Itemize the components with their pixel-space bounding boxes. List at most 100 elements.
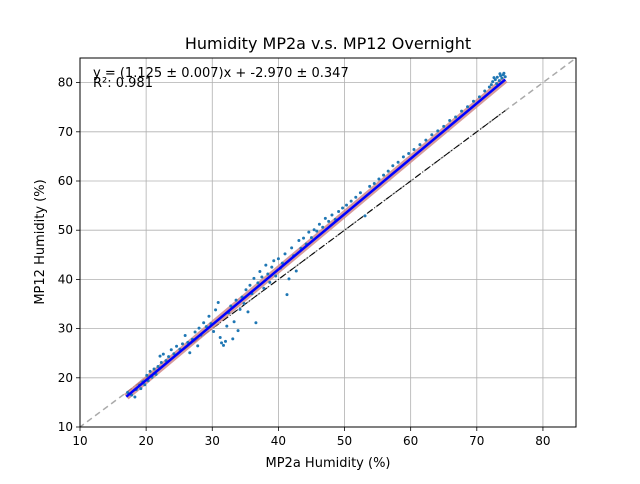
scatter-point xyxy=(214,308,218,312)
scatter-point xyxy=(503,75,507,79)
scatter-point xyxy=(272,259,276,263)
scatter-point xyxy=(418,143,422,147)
scatter-point xyxy=(156,364,160,368)
chart-title: Humidity MP2a v.s. MP12 Overnight xyxy=(185,34,471,53)
identity-line xyxy=(80,58,576,427)
scatter-point xyxy=(491,80,495,84)
x-tick-label: 30 xyxy=(205,434,220,448)
scatter-point xyxy=(377,177,381,181)
scatter-point xyxy=(495,82,499,86)
scatter-point xyxy=(285,293,289,297)
scatter-point xyxy=(193,330,197,334)
scatter-point xyxy=(181,342,185,346)
scatter-point xyxy=(358,191,362,195)
scatter-point xyxy=(218,335,222,339)
scatter-point xyxy=(309,236,313,240)
scatter-point xyxy=(225,324,229,328)
scatter-point xyxy=(220,341,224,345)
scatter-point xyxy=(283,252,287,256)
scatter-point xyxy=(382,173,386,177)
scatter-point xyxy=(448,118,452,122)
scatter-point xyxy=(204,325,208,329)
x-axis-label: MP2a Humidity (%) xyxy=(266,456,391,471)
plot-frame xyxy=(79,57,577,428)
scatter-point xyxy=(363,214,367,218)
scatter-point xyxy=(349,199,353,203)
scatter-point xyxy=(167,355,171,359)
scatter-point xyxy=(207,314,211,318)
scatter-point xyxy=(436,129,440,133)
scatter-point xyxy=(202,321,206,325)
scatter-point xyxy=(307,230,311,234)
y-tick-label: 50 xyxy=(58,223,73,237)
scatter-point xyxy=(321,225,325,229)
scatter-point xyxy=(274,274,278,278)
data-layer xyxy=(80,58,576,427)
scatter-point xyxy=(161,352,165,356)
x-tick-label: 80 xyxy=(535,434,550,448)
scatter-point xyxy=(502,71,506,75)
y-tick-label: 30 xyxy=(58,322,73,336)
scatter-point xyxy=(477,95,481,99)
scatter-point xyxy=(268,280,272,284)
scatter-point xyxy=(252,276,256,280)
scatter-point xyxy=(396,160,400,164)
scatter-point xyxy=(223,339,227,343)
scatter-point xyxy=(386,169,390,173)
y-tick-label: 60 xyxy=(58,174,73,188)
scatter-point xyxy=(471,99,475,103)
scatter-point xyxy=(196,344,200,348)
scatter-point xyxy=(152,367,156,371)
x-tick-label: 60 xyxy=(403,434,418,448)
y-tick-label: 10 xyxy=(58,420,73,434)
scatter-point xyxy=(145,373,149,377)
scatter-point xyxy=(354,195,358,199)
scatter-point xyxy=(188,351,192,355)
scatter-point xyxy=(238,307,242,311)
scatter-point xyxy=(270,265,274,269)
scatter-point xyxy=(258,270,262,274)
scatter-point xyxy=(327,219,331,223)
scatter-point xyxy=(401,155,405,159)
scatter-point xyxy=(330,213,334,217)
scatter-point xyxy=(143,383,147,387)
x-tick-label: 50 xyxy=(337,434,352,448)
scatter-point xyxy=(498,72,502,76)
scatter-point xyxy=(500,76,504,80)
scatter-point xyxy=(492,76,496,80)
scatter-point xyxy=(287,277,291,281)
y-tick-label: 80 xyxy=(58,76,73,90)
scatter-point xyxy=(368,184,372,188)
scatter-point xyxy=(234,298,238,302)
scatter-point xyxy=(159,361,163,365)
scatter-point xyxy=(169,348,173,352)
x-tick-label: 40 xyxy=(271,434,286,448)
scatter-point xyxy=(148,369,152,373)
scatter-point xyxy=(236,329,240,333)
scatter-point xyxy=(212,330,216,334)
scatter-point xyxy=(232,320,236,324)
tick-layer: 10 20 30 40 50 60 70 80 10 20 30 40 50 60 70 80 xyxy=(58,76,551,448)
scatter-point xyxy=(315,229,319,233)
fit-equation: y = (1.125 ± 0.007)x + -2.970 ± 0.347 xyxy=(93,66,349,81)
scatter-point xyxy=(133,395,137,399)
scatter-point xyxy=(229,304,233,308)
scatter-point xyxy=(158,354,162,358)
scatter-point xyxy=(231,337,235,341)
r-squared: R²: 0.981 xyxy=(93,76,153,91)
scatter-point xyxy=(317,222,321,226)
scatter-point xyxy=(372,181,376,185)
scatter-point xyxy=(442,124,446,128)
scatter-point xyxy=(244,288,248,292)
scatter-point xyxy=(466,105,470,109)
scatter-point xyxy=(495,75,499,79)
scatter-point xyxy=(264,263,268,267)
scatter-point xyxy=(254,321,258,325)
scatter-point xyxy=(290,246,294,250)
scatter-point xyxy=(430,133,434,137)
fit-line xyxy=(125,78,507,398)
x-tick-label: 70 xyxy=(469,434,484,448)
scatter-point xyxy=(345,203,349,207)
scatter-point xyxy=(302,236,306,240)
